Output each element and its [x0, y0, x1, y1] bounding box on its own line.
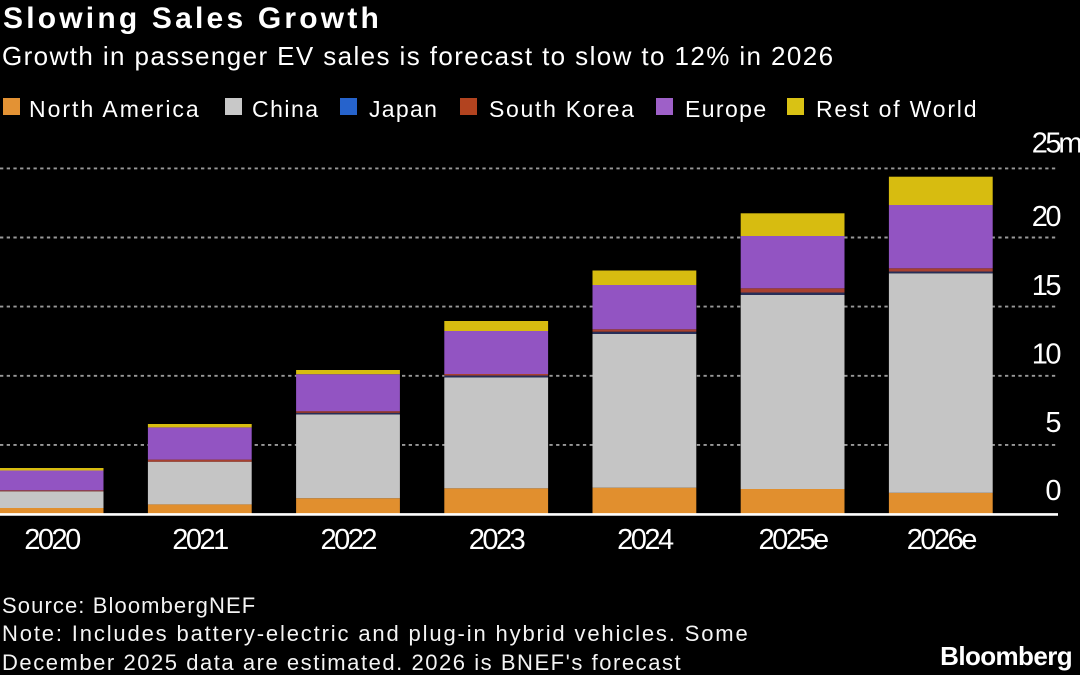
- svg-text:2025e: 2025e: [759, 524, 829, 556]
- svg-text:20: 20: [1032, 201, 1061, 233]
- svg-text:2024: 2024: [617, 524, 674, 556]
- svg-text:5: 5: [1045, 407, 1060, 439]
- svg-text:2022: 2022: [320, 524, 376, 556]
- svg-text:2026e: 2026e: [907, 524, 977, 556]
- svg-text:0: 0: [1045, 475, 1060, 507]
- svg-text:10: 10: [1032, 339, 1061, 371]
- svg-text:2020: 2020: [24, 524, 80, 556]
- svg-text:15: 15: [1032, 270, 1061, 302]
- svg-text:2021: 2021: [172, 524, 228, 556]
- svg-text:2023: 2023: [469, 524, 525, 556]
- svg-text:m: m: [1058, 127, 1080, 159]
- svg-text:25: 25: [1032, 127, 1061, 159]
